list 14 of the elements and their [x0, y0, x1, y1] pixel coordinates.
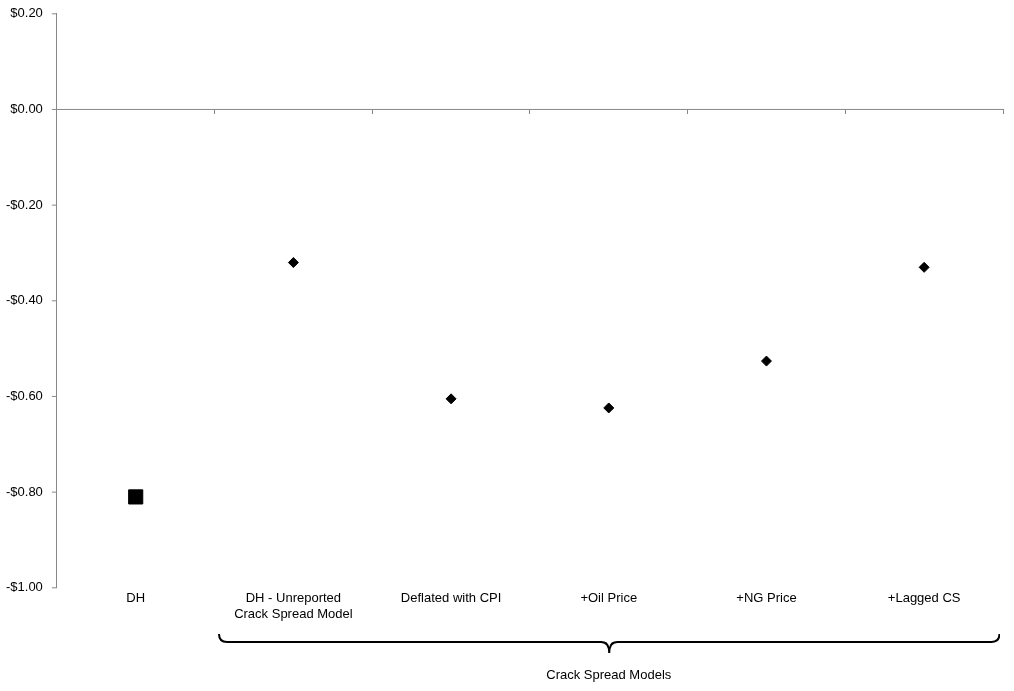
x-tick-label: DH - Unreported Crack Spread Model [234, 590, 353, 621]
x-tick-label: Deflated with CPI [400, 590, 502, 606]
x-tick-label: DH [126, 590, 146, 606]
y-tick-label: -$0.40 [5, 292, 43, 308]
y-tick-label: -$0.80 [5, 483, 43, 499]
y-tick-label: -$1.00 [5, 579, 43, 595]
text: Crack Spread Models [546, 667, 672, 682]
y-tick-label: -$0.60 [5, 388, 43, 404]
x-tick-label: +Lagged CS [887, 590, 961, 606]
y-tick-label: $0.20 [10, 5, 43, 21]
y-tick-label: $0.00 [10, 101, 43, 117]
y-tick-label: -$0.20 [5, 196, 43, 212]
x-tick-label: +Oil Price [580, 590, 638, 606]
x-tick-label: +NG Price [736, 590, 797, 606]
